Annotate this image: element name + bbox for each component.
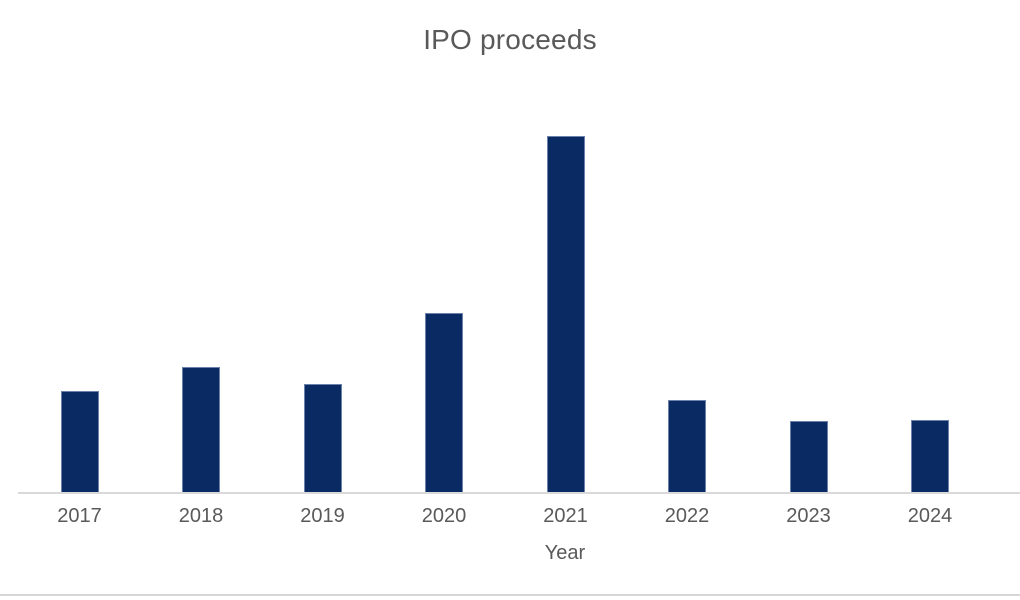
plot-area bbox=[60, 136, 949, 493]
x-axis-title: Year bbox=[544, 542, 586, 564]
x-tick-label-2022: 2022 bbox=[664, 505, 710, 527]
x-tick-label-2023: 2023 bbox=[786, 505, 831, 527]
x-tick-label-2024: 2024 bbox=[907, 505, 953, 527]
x-tick-label-2021: 2021 bbox=[543, 505, 588, 527]
bar-2021 bbox=[546, 136, 585, 493]
x-axis-line bbox=[18, 492, 1020, 494]
bar-2024 bbox=[911, 420, 949, 493]
bar-2019 bbox=[303, 384, 342, 493]
bar-2018 bbox=[182, 367, 220, 493]
bar-2017 bbox=[60, 391, 99, 493]
x-tick-label-2019: 2019 bbox=[300, 505, 345, 527]
bar-2023 bbox=[789, 421, 828, 493]
bottom-divider-line bbox=[0, 594, 1020, 596]
bar-2022 bbox=[668, 400, 706, 493]
x-tick-label-2020: 2020 bbox=[421, 505, 467, 527]
x-tick-label-2017: 2017 bbox=[57, 505, 102, 527]
chart-title: IPO proceeds bbox=[423, 24, 597, 55]
x-tick-label-2018: 2018 bbox=[178, 505, 224, 527]
bar-2020 bbox=[425, 313, 463, 493]
